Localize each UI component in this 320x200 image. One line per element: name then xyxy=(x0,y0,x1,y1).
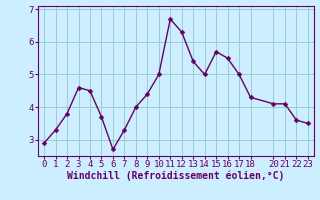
X-axis label: Windchill (Refroidissement éolien,°C): Windchill (Refroidissement éolien,°C) xyxy=(67,171,285,181)
